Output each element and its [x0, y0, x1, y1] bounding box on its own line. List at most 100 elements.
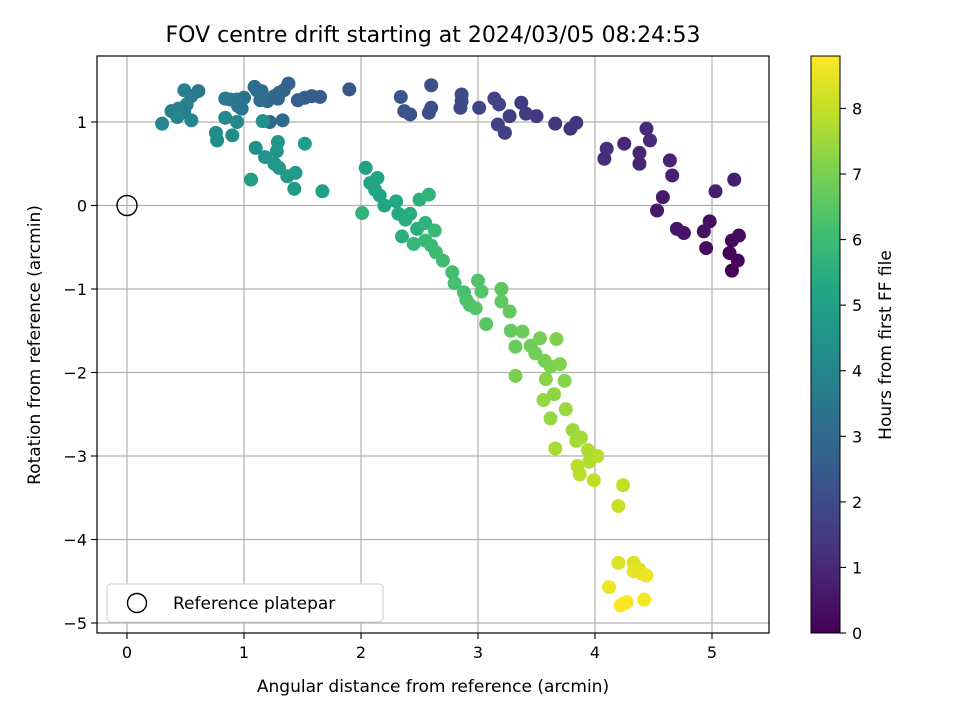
data-point: [665, 168, 680, 183]
colorbar-tick-label: 2: [852, 493, 862, 512]
data-point: [290, 93, 305, 108]
x-tick-label: 2: [356, 643, 366, 662]
data-point: [536, 393, 551, 408]
data-point: [586, 473, 601, 488]
colorbar-tick-label: 4: [852, 362, 862, 381]
data-point: [508, 339, 523, 354]
colorbar-tick-label: 6: [852, 231, 862, 250]
reference-marker: [116, 194, 138, 217]
data-point: [424, 78, 439, 93]
data-point: [393, 89, 408, 104]
data-point: [490, 117, 505, 132]
data-point: [170, 109, 185, 124]
data-point: [244, 172, 259, 187]
data-point: [655, 190, 670, 205]
data-point: [288, 165, 303, 180]
legend-marker-icon: [126, 592, 148, 614]
data-point: [454, 94, 469, 109]
data-point: [248, 140, 263, 155]
data-point: [502, 109, 517, 124]
data-point: [611, 499, 626, 514]
data-point: [435, 253, 450, 268]
legend-label: Reference platepar: [173, 594, 335, 614]
data-point: [708, 184, 723, 199]
data-point: [508, 368, 523, 383]
data-point: [637, 592, 652, 607]
data-point: [642, 133, 657, 148]
x-tick-label: 3: [473, 643, 483, 662]
data-point: [563, 121, 578, 136]
data-point: [590, 449, 605, 463]
data-point: [355, 206, 370, 221]
data-point: [492, 97, 507, 112]
data-point: [225, 128, 240, 143]
data-point: [548, 116, 563, 131]
y-axis-ticks: −5 −4 −3 −2 −1 0 1: [63, 113, 97, 633]
data-point: [616, 596, 631, 611]
data-point: [255, 114, 270, 129]
data-point: [538, 372, 553, 387]
colorbar-label: Hours from first FF file: [876, 250, 896, 440]
chart-title: FOV centre drift starting at 2024/03/05 …: [166, 23, 701, 48]
colorbar-tick-label: 8: [852, 99, 862, 118]
y-tick-label: −2: [63, 364, 87, 383]
data-point: [403, 206, 418, 221]
data-point: [394, 229, 409, 244]
data-points: [155, 76, 746, 613]
data-point: [514, 95, 529, 110]
legend-box: [106, 583, 384, 623]
data-point: [696, 224, 711, 239]
data-point: [403, 107, 418, 122]
data-point: [447, 276, 462, 291]
x-tick-label: 5: [707, 643, 717, 662]
colorbar-tick-label: 3: [852, 427, 862, 446]
y-axis-label: Rotation from reference (arcmin): [25, 205, 45, 485]
data-point: [616, 478, 631, 493]
data-point: [549, 332, 564, 347]
data-point: [557, 373, 572, 388]
data-point: [418, 216, 433, 231]
data-point: [731, 228, 746, 243]
data-point: [315, 184, 330, 199]
y-tick-label: −3: [63, 447, 87, 466]
y-tick-label: 0: [77, 197, 87, 216]
data-point: [502, 304, 517, 319]
x-tick-label: 0: [122, 643, 132, 662]
data-point: [445, 265, 460, 280]
data-point: [503, 323, 518, 338]
data-point: [229, 115, 244, 129]
data-point: [730, 253, 745, 268]
data-point: [669, 221, 684, 236]
data-point: [471, 273, 485, 288]
legend: Reference platepar: [106, 583, 384, 623]
data-point: [533, 331, 548, 346]
data-point: [558, 402, 573, 417]
y-tick-label: −4: [63, 531, 87, 550]
grid-lines: [97, 56, 769, 633]
data-point: [184, 113, 199, 128]
data-point: [177, 83, 192, 98]
data-point: [472, 100, 487, 115]
data-point: [479, 317, 494, 332]
data-point: [427, 223, 442, 238]
data-point: [639, 568, 654, 583]
colorbar: 0 1 2 3 4 5 6 7 8 Hours from first FF file: [810, 55, 896, 643]
data-point: [639, 121, 654, 136]
data-point: [358, 160, 373, 175]
y-tick-label: 1: [77, 113, 87, 132]
data-point: [468, 301, 483, 316]
plot-frame: [96, 55, 770, 634]
data-point: [528, 346, 543, 361]
data-point: [599, 141, 614, 156]
data-point: [518, 106, 533, 121]
data-point: [210, 133, 225, 148]
x-axis-label: Angular distance from reference (arcmin): [257, 677, 609, 697]
data-point: [699, 241, 714, 256]
data-point: [421, 187, 436, 202]
y-tick-label: −5: [63, 614, 87, 633]
data-point: [650, 203, 665, 218]
data-point: [249, 83, 264, 98]
data-point: [406, 236, 421, 251]
data-point: [424, 100, 439, 115]
data-point: [494, 282, 509, 296]
